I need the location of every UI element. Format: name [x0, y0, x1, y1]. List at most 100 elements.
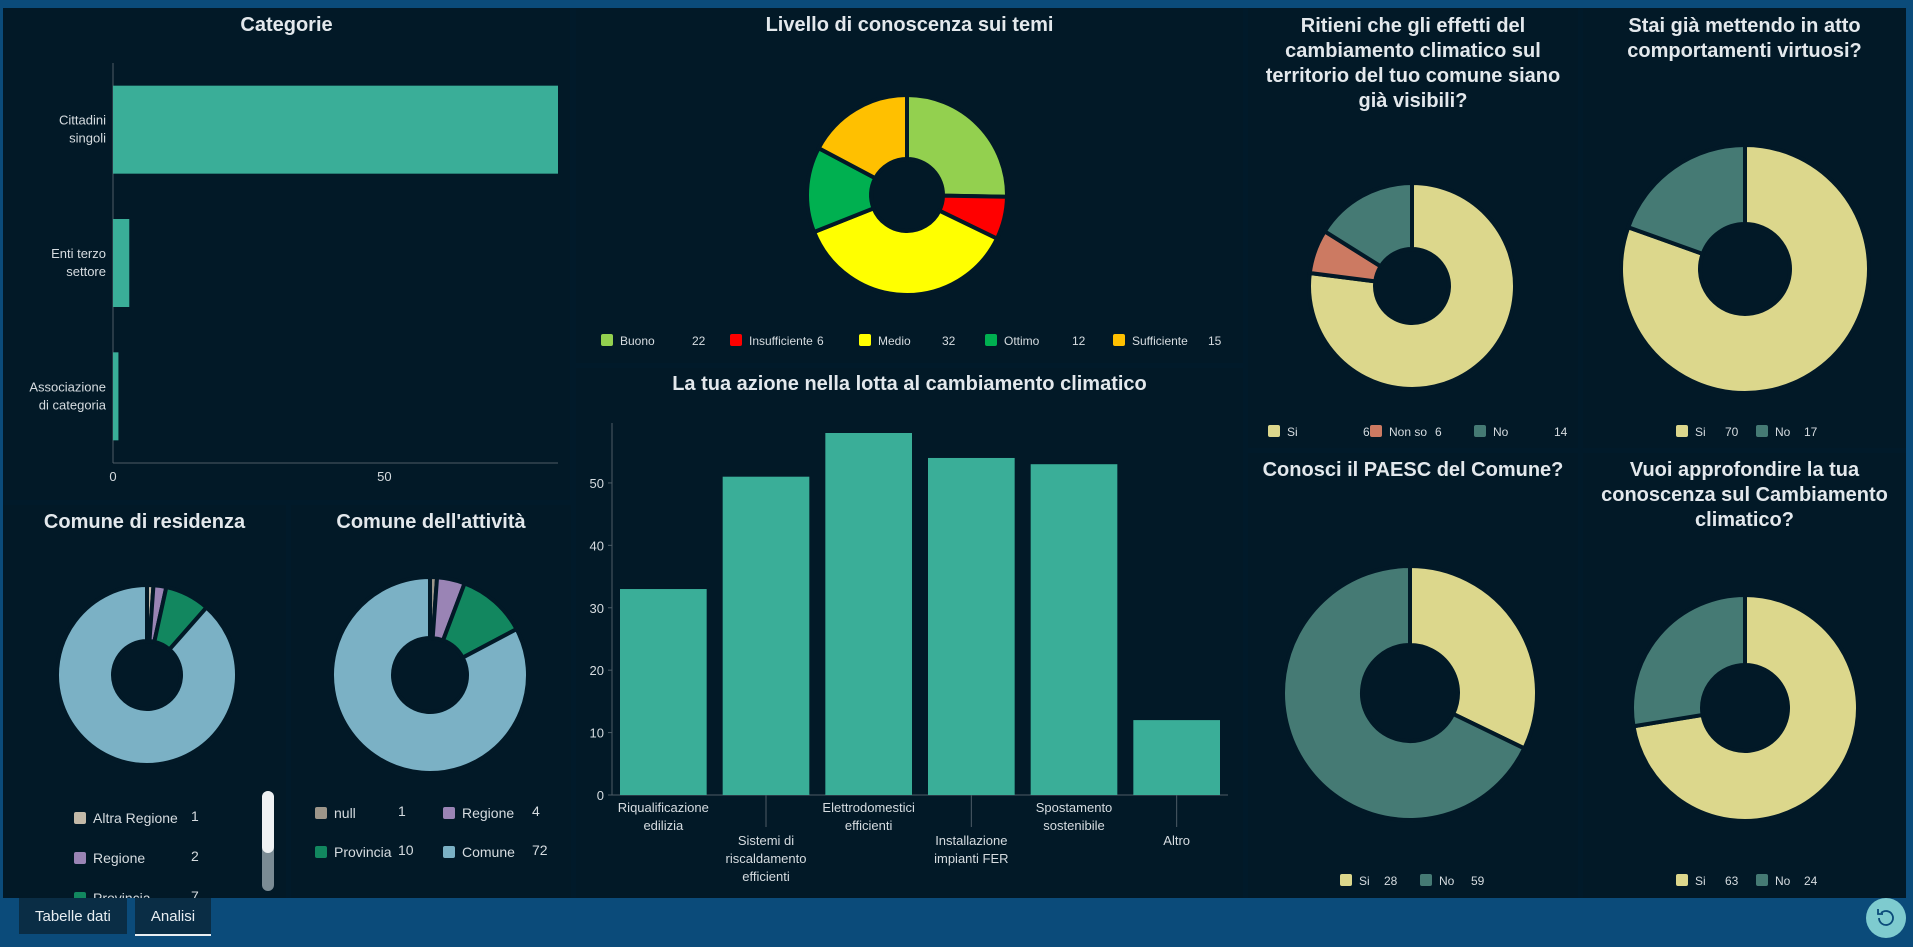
legend-swatch [1676, 425, 1688, 437]
tab-bar: Tabelle dati Analisi [19, 898, 219, 936]
tick-label: 0 [597, 788, 604, 803]
legend-item: Insufficiente 6 [730, 334, 824, 348]
legend-label: Non so [1389, 425, 1427, 439]
pie-slice-comune [330, 574, 530, 775]
category-label: di categoria [39, 397, 107, 412]
chart-title-line: Stai già mettendo in atto [1628, 15, 1861, 37]
category-label: Enti terzo [51, 246, 106, 261]
chart-title-line: comportamenti virtuosi? [1627, 40, 1862, 62]
scrollbar-thumb[interactable] [262, 791, 274, 853]
legend-value: 70 [1725, 425, 1739, 439]
legend-swatch [74, 892, 86, 898]
legend-value: 1 [191, 808, 199, 824]
legend-label: Altra Regione [93, 810, 178, 826]
legend-label: Provincia [93, 890, 151, 898]
panel-approfondire: Vuoi approfondire la tua conoscenza sul C… [1583, 453, 1906, 898]
legend-swatch [1268, 425, 1280, 437]
azione-chart: 0 10 20 30 40 50 Riqualificazione edilizia Siste… [590, 423, 1228, 884]
legend-swatch [1340, 874, 1352, 886]
tab-analisi[interactable]: Analisi [134, 898, 212, 936]
legend-label: Sufficiente [1132, 334, 1188, 348]
legend-value: 72 [532, 842, 548, 858]
chart-title-line: già visibili? [1358, 90, 1468, 112]
bar [113, 352, 119, 441]
category-label: Cittadini [59, 113, 106, 128]
legend-scrollbar[interactable] [262, 791, 274, 891]
panel-effetti: Ritieni che gli effetti del cambiamento c… [1248, 8, 1578, 448]
bar [722, 476, 810, 795]
legend-item: Non so 6 [1370, 425, 1442, 439]
category-label: Altro [1163, 833, 1190, 848]
panel-attivita: Comune dell'attività null 1 Regione 4 Provin… [291, 505, 571, 898]
tick-label: 40 [590, 538, 604, 553]
legend-value: 15 [1208, 334, 1222, 348]
chart-title-line: conoscenza sul Cambiamento [1601, 484, 1888, 506]
legend-label: Ottimo [1004, 334, 1040, 348]
category-label: singoli [69, 131, 106, 146]
legend-swatch [1113, 334, 1125, 346]
legend-item: Altra Regione 1 [74, 808, 199, 826]
legend-item: null 1 [315, 803, 406, 821]
category-label: settore [66, 264, 106, 279]
tick-label: 20 [590, 663, 604, 678]
chart-title: La tua azione nella lotta al cambiamento… [672, 373, 1147, 395]
pie-slice-si [1631, 592, 1860, 823]
legend-swatch [1474, 425, 1486, 437]
chart-title: Vuoi approfondire la tua conoscenza sul C… [1583, 458, 1906, 533]
legend-swatch [859, 334, 871, 346]
tab-tabelle-dati[interactable]: Tabelle dati [19, 898, 127, 934]
legend-label: Si [1287, 425, 1298, 439]
legend-item: No 17 [1756, 425, 1818, 439]
tick-label: 10 [590, 726, 604, 741]
residenza-chart: Altra Regione 1 Regione 2 Provincia 7 [55, 582, 239, 898]
legend-label: Comune [462, 844, 515, 860]
legend-item: Provincia 7 [74, 888, 199, 898]
paesc-chart: Si 28 No 59 [1281, 563, 1539, 888]
chart-title-line: climatico? [1695, 509, 1794, 531]
panel-livello: Livello di conoscenza sui temi Buono 22 In… [576, 8, 1243, 363]
pie-slice-si [1619, 142, 1871, 395]
legend-swatch [1756, 874, 1768, 886]
tick-label: 0 [109, 469, 116, 484]
legend-label: Si [1359, 874, 1370, 888]
category-label: riscaldamento [726, 851, 807, 866]
legend-item: Si 63 [1676, 874, 1739, 888]
pie-slice-no [1321, 180, 1414, 270]
legend-label: null [334, 805, 356, 821]
legend-value: 12 [1072, 334, 1086, 348]
legend-value: 4 [532, 803, 540, 819]
legend-item: Ottimo 12 [985, 334, 1086, 348]
category-label: Associazione [29, 379, 106, 394]
categorie-chart: Cittadini singoli Enti terzo settore Associa… [29, 63, 558, 484]
category-label: Riqualificazione [618, 800, 709, 815]
pie-slice-no [1281, 563, 1527, 822]
legend-value: 2 [191, 848, 199, 864]
panel-residenza: Comune di residenza Altra Regione 1 Region… [3, 505, 286, 898]
pie-slice-si [1307, 180, 1517, 391]
legend-value: 7 [191, 888, 199, 898]
tick-label: 30 [590, 601, 604, 616]
legend-label: Provincia [334, 844, 392, 860]
category-label: Elettrodomestici [822, 800, 915, 815]
refresh-button[interactable] [1866, 898, 1906, 938]
panel-azione: La tua azione nella lotta al cambiamento… [576, 368, 1243, 898]
legend-value: 1 [398, 803, 406, 819]
category-label: efficienti [845, 818, 893, 833]
category-label: Spostamento [1036, 800, 1113, 815]
legend-label: Buono [620, 334, 655, 348]
legend-value: 63 [1725, 874, 1739, 888]
pie-slice-no [1625, 142, 1747, 257]
legend-label: No [1493, 425, 1509, 439]
legend-swatch [315, 846, 327, 858]
legend-label: Regione [462, 805, 514, 821]
legend-value: 59 [1471, 874, 1485, 888]
legend-swatch [601, 334, 613, 346]
chart-title: Conosci il PAESC del Comune? [1248, 458, 1578, 483]
panel-categorie: Categorie Cittadini singoli Enti terzo sett… [3, 8, 570, 500]
effetti-chart: Si 67 Non so 6 No 14 [1268, 180, 1568, 439]
bar [1030, 464, 1118, 795]
legend-item: Buono 22 [601, 334, 706, 348]
approfondire-chart: Si 63 No 24 [1630, 592, 1860, 888]
legend-item: Regione 2 [74, 848, 199, 866]
chart-title: Livello di conoscenza sui temi [765, 14, 1054, 36]
